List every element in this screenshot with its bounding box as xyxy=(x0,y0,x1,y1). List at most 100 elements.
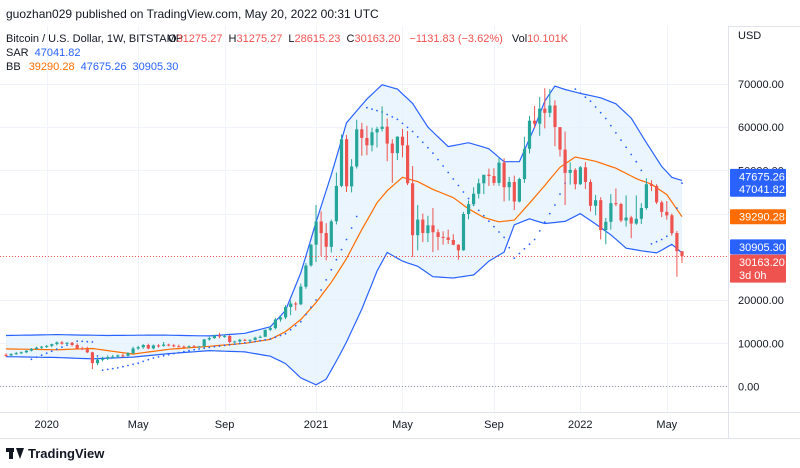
sar-dot xyxy=(523,247,526,250)
sar-dot xyxy=(188,349,190,352)
candle xyxy=(665,201,669,220)
price-tag-text: 47675.26 xyxy=(739,171,785,183)
sar-dot xyxy=(345,238,348,241)
sar-dot xyxy=(594,106,597,108)
legend-ohlc: O31275.27 H31275.27 L28615.23 C30163.20 … xyxy=(168,33,569,45)
sar-dot xyxy=(660,238,663,241)
candle-body xyxy=(619,204,623,221)
candle-body xyxy=(24,350,28,353)
publish-header: guozhan029 published on TradingView.com,… xyxy=(0,0,800,27)
candle xyxy=(421,213,425,243)
legend-symbol: Bitcoin / U.S. Dollar, 1W, BITSTAMP xyxy=(6,33,183,45)
candle-body xyxy=(223,335,227,337)
candle xyxy=(416,205,420,251)
sar-dot xyxy=(482,214,485,217)
vol-label: Vol xyxy=(512,33,527,45)
candle-body xyxy=(146,345,150,349)
sar-dot xyxy=(676,207,678,210)
sar-dot xyxy=(137,362,140,365)
x-tick-label: 2022 xyxy=(568,419,592,431)
candle xyxy=(390,139,394,183)
tradingview-logo[interactable]: TradingView xyxy=(6,446,104,461)
candle xyxy=(533,106,537,128)
candle-body xyxy=(197,346,201,348)
candle xyxy=(233,340,237,343)
candle xyxy=(644,178,648,210)
candle-body xyxy=(436,232,440,237)
price-axis[interactable]: 70000.0060000.0050000.0040000.0020000.00… xyxy=(738,79,784,394)
candle xyxy=(360,122,364,156)
candle-body xyxy=(273,319,277,329)
publisher-line: guozhan029 published on TradingView.com,… xyxy=(6,7,379,21)
candle-body xyxy=(421,219,425,233)
candle-body xyxy=(578,167,582,185)
candle-body xyxy=(599,200,603,230)
candle-body xyxy=(553,105,557,128)
candle xyxy=(599,197,603,240)
candle xyxy=(324,223,328,261)
candle-body xyxy=(517,179,521,202)
price-tag-countdown: 3d 0h xyxy=(739,270,767,282)
sar-dot xyxy=(325,279,328,281)
chart-legend[interactable]: Bitcoin / U.S. Dollar, 1W, BITSTAMP O312… xyxy=(6,33,569,73)
candle xyxy=(583,162,588,189)
candle xyxy=(60,341,64,345)
candle-body xyxy=(426,225,430,234)
bb-fill-area xyxy=(6,84,682,385)
tradingview-logo-icon xyxy=(6,448,24,459)
sar-dot xyxy=(386,113,389,116)
candle-body xyxy=(355,129,359,167)
candle-body xyxy=(634,218,638,224)
bb-lower-line xyxy=(5,212,683,386)
sar-dot xyxy=(554,204,556,206)
candle-body xyxy=(543,108,547,113)
candle xyxy=(680,251,684,263)
time-axis[interactable]: 2020 May Sep 2021 May Sep 2022 May xyxy=(34,419,677,431)
candle-body xyxy=(563,149,567,173)
candle xyxy=(370,127,374,152)
candle xyxy=(177,344,181,348)
candle xyxy=(406,131,410,186)
candle-body xyxy=(258,336,262,338)
candle xyxy=(670,213,674,236)
candle-body xyxy=(639,208,643,219)
chart-area[interactable]: Bitcoin / U.S. Dollar, 1W, BITSTAMP O312… xyxy=(0,26,800,438)
candle-body xyxy=(380,126,384,129)
sar-dot xyxy=(543,221,546,224)
candle xyxy=(482,174,486,195)
sar-dot xyxy=(340,248,343,251)
vol-value: 10.101K xyxy=(527,33,569,45)
candle-body xyxy=(9,354,13,356)
candle-body xyxy=(70,342,74,345)
candle xyxy=(497,157,501,186)
candle-body xyxy=(268,328,272,330)
candle-body xyxy=(50,344,54,346)
sar-dot xyxy=(437,158,439,161)
close-value: 30163.20 xyxy=(354,33,400,45)
sar-dot xyxy=(376,109,378,112)
candle xyxy=(34,346,39,350)
sar-dot xyxy=(177,351,180,354)
candle-body xyxy=(75,345,79,349)
candle xyxy=(131,346,135,355)
sar-dot xyxy=(574,88,577,90)
sar-dot xyxy=(391,116,394,118)
sar-dot xyxy=(411,130,414,133)
sar-dot xyxy=(447,171,450,174)
reference-lines xyxy=(0,256,728,387)
candle-body xyxy=(177,346,181,348)
candle xyxy=(578,166,582,186)
candle-body xyxy=(406,145,410,184)
sar-dot xyxy=(106,368,109,371)
candle-body xyxy=(538,108,542,124)
candle xyxy=(609,194,613,230)
candle xyxy=(202,338,206,347)
candle xyxy=(238,338,242,343)
candle-body xyxy=(40,346,44,348)
sar-label: SAR xyxy=(6,47,29,59)
candle-body xyxy=(461,214,466,251)
candle-body xyxy=(212,335,216,339)
candle-body xyxy=(533,120,537,124)
candle xyxy=(350,159,354,193)
